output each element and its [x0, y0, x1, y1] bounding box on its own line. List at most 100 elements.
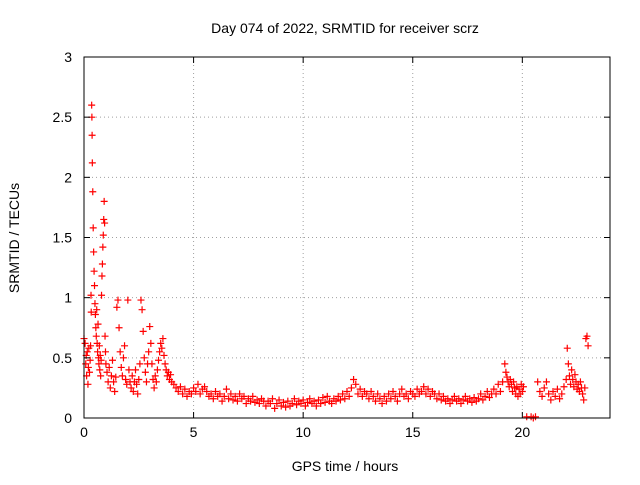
data-point — [531, 413, 539, 421]
data-point — [88, 101, 96, 109]
data-point — [371, 397, 379, 405]
data-point — [477, 390, 485, 398]
data-point — [85, 368, 93, 376]
data-point — [122, 375, 130, 383]
data-point — [240, 392, 248, 400]
data-point — [159, 335, 167, 343]
data-point — [167, 371, 175, 379]
data-point — [128, 372, 136, 380]
data-point — [576, 378, 584, 386]
data-point — [153, 366, 161, 374]
data-point — [343, 388, 351, 396]
data-point — [136, 360, 144, 368]
data-point — [98, 260, 106, 268]
data-point — [304, 398, 312, 406]
data-point — [98, 272, 106, 280]
data-point — [315, 396, 323, 404]
data-point — [299, 396, 307, 404]
x-tick-label: 20 — [515, 424, 531, 440]
data-point — [155, 356, 163, 364]
data-point — [568, 366, 576, 374]
data-point — [510, 378, 518, 386]
data-point — [142, 378, 150, 386]
x-tick-label: 0 — [80, 424, 88, 440]
data-point — [97, 356, 105, 364]
data-point — [404, 395, 412, 403]
data-point — [483, 388, 491, 396]
data-point — [183, 392, 191, 400]
data-point — [560, 383, 568, 391]
data-point — [378, 400, 386, 408]
data-point — [365, 395, 373, 403]
data-point — [231, 392, 239, 400]
data-point — [385, 390, 393, 398]
data-point — [288, 400, 296, 408]
data-point — [358, 392, 366, 400]
data-point — [466, 395, 474, 403]
data-point — [347, 384, 355, 392]
data-point — [277, 402, 285, 410]
data-point — [332, 397, 340, 405]
data-point — [448, 396, 456, 404]
data-point — [562, 375, 570, 383]
grid-lines — [84, 57, 610, 418]
data-point — [119, 354, 127, 362]
data-point — [150, 384, 158, 392]
data-point — [271, 404, 279, 412]
data-point — [433, 395, 441, 403]
data-point — [247, 397, 255, 405]
data-point — [580, 396, 588, 404]
data-point — [496, 388, 504, 396]
data-point — [86, 356, 94, 364]
data-point — [411, 392, 419, 400]
data-point — [148, 360, 156, 368]
data-point — [455, 395, 463, 403]
y-tick-label: 1 — [64, 290, 72, 306]
axis-ticks — [83, 56, 610, 419]
data-point — [135, 375, 143, 383]
data-point — [101, 332, 109, 340]
data-point — [255, 400, 263, 408]
data-point — [396, 390, 404, 398]
data-point — [317, 400, 325, 408]
data-point — [222, 385, 230, 393]
y-tick-label: 1.5 — [53, 230, 73, 246]
data-point — [212, 388, 219, 396]
data-point — [339, 390, 347, 398]
data-point — [581, 384, 589, 392]
data-point — [519, 383, 527, 391]
data-point — [553, 385, 561, 393]
data-point — [194, 380, 202, 388]
data-point — [501, 360, 509, 368]
data-point — [181, 385, 189, 393]
data-point — [350, 375, 358, 383]
data-point — [87, 291, 95, 299]
data-point — [551, 392, 559, 400]
data-point — [435, 390, 443, 398]
data-point — [279, 398, 287, 406]
data-point — [249, 392, 257, 400]
data-point — [92, 332, 100, 340]
data-point — [84, 363, 92, 371]
data-point — [137, 296, 145, 304]
data-point — [583, 332, 591, 340]
data-point — [571, 371, 579, 379]
x-axis-label: GPS time / hours — [292, 458, 399, 474]
data-point — [133, 380, 141, 388]
data-point — [170, 380, 178, 388]
data-point — [115, 324, 123, 332]
data-point — [556, 395, 564, 403]
data-point — [363, 390, 371, 398]
data-point — [145, 348, 153, 356]
data-point — [118, 372, 126, 380]
data-point — [97, 372, 105, 380]
data-point — [196, 390, 204, 398]
data-point — [542, 378, 550, 386]
data-point — [129, 388, 137, 396]
data-point — [470, 394, 478, 402]
data-point — [89, 188, 97, 196]
data-point — [297, 400, 305, 408]
data-point — [242, 400, 250, 408]
data-point — [376, 395, 384, 403]
data-point — [203, 388, 211, 396]
